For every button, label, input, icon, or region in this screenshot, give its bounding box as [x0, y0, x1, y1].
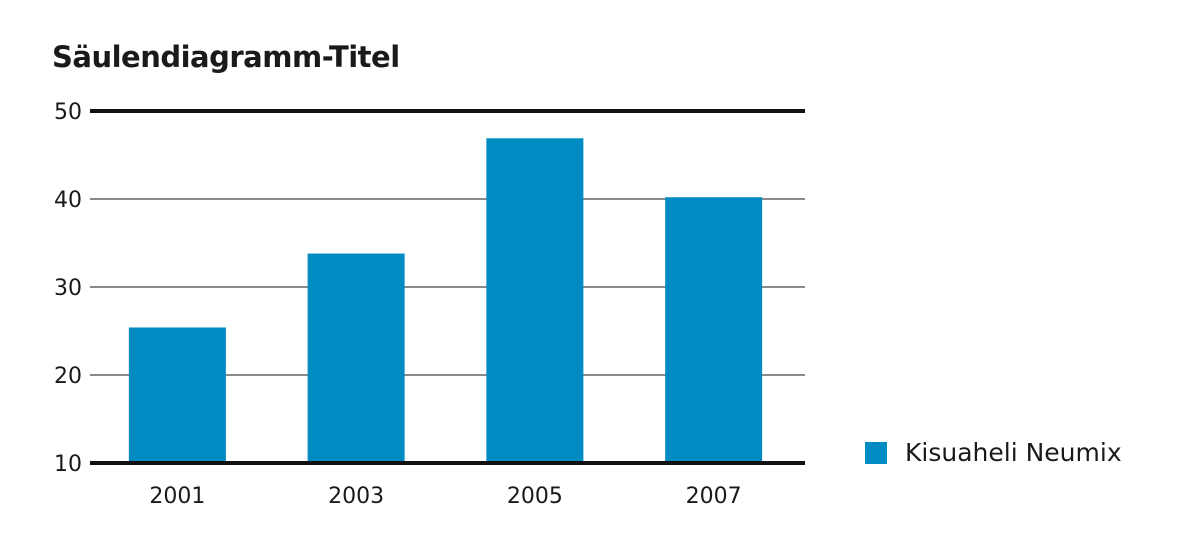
- legend-swatch: [865, 441, 887, 464]
- x-tick-label: 2001: [149, 484, 205, 509]
- bar: [665, 197, 763, 462]
- bar: [486, 138, 584, 461]
- y-tick-label: 10: [54, 452, 82, 477]
- x-tick-label: 2005: [507, 484, 563, 509]
- y-tick-label: 40: [54, 188, 82, 213]
- bar: [307, 253, 405, 461]
- x-tick-label: 2007: [686, 484, 742, 509]
- y-tick-label: 20: [54, 364, 82, 389]
- chart-title: Säulendiagramm-Titel: [52, 40, 400, 74]
- legend: Kisuaheli Neumix: [865, 438, 1122, 467]
- bar: [128, 327, 226, 461]
- y-tick-label: 30: [54, 276, 82, 301]
- x-tick-label: 2003: [328, 484, 384, 509]
- legend-label: Kisuaheli Neumix: [905, 438, 1122, 467]
- y-tick-label: 50: [54, 100, 82, 125]
